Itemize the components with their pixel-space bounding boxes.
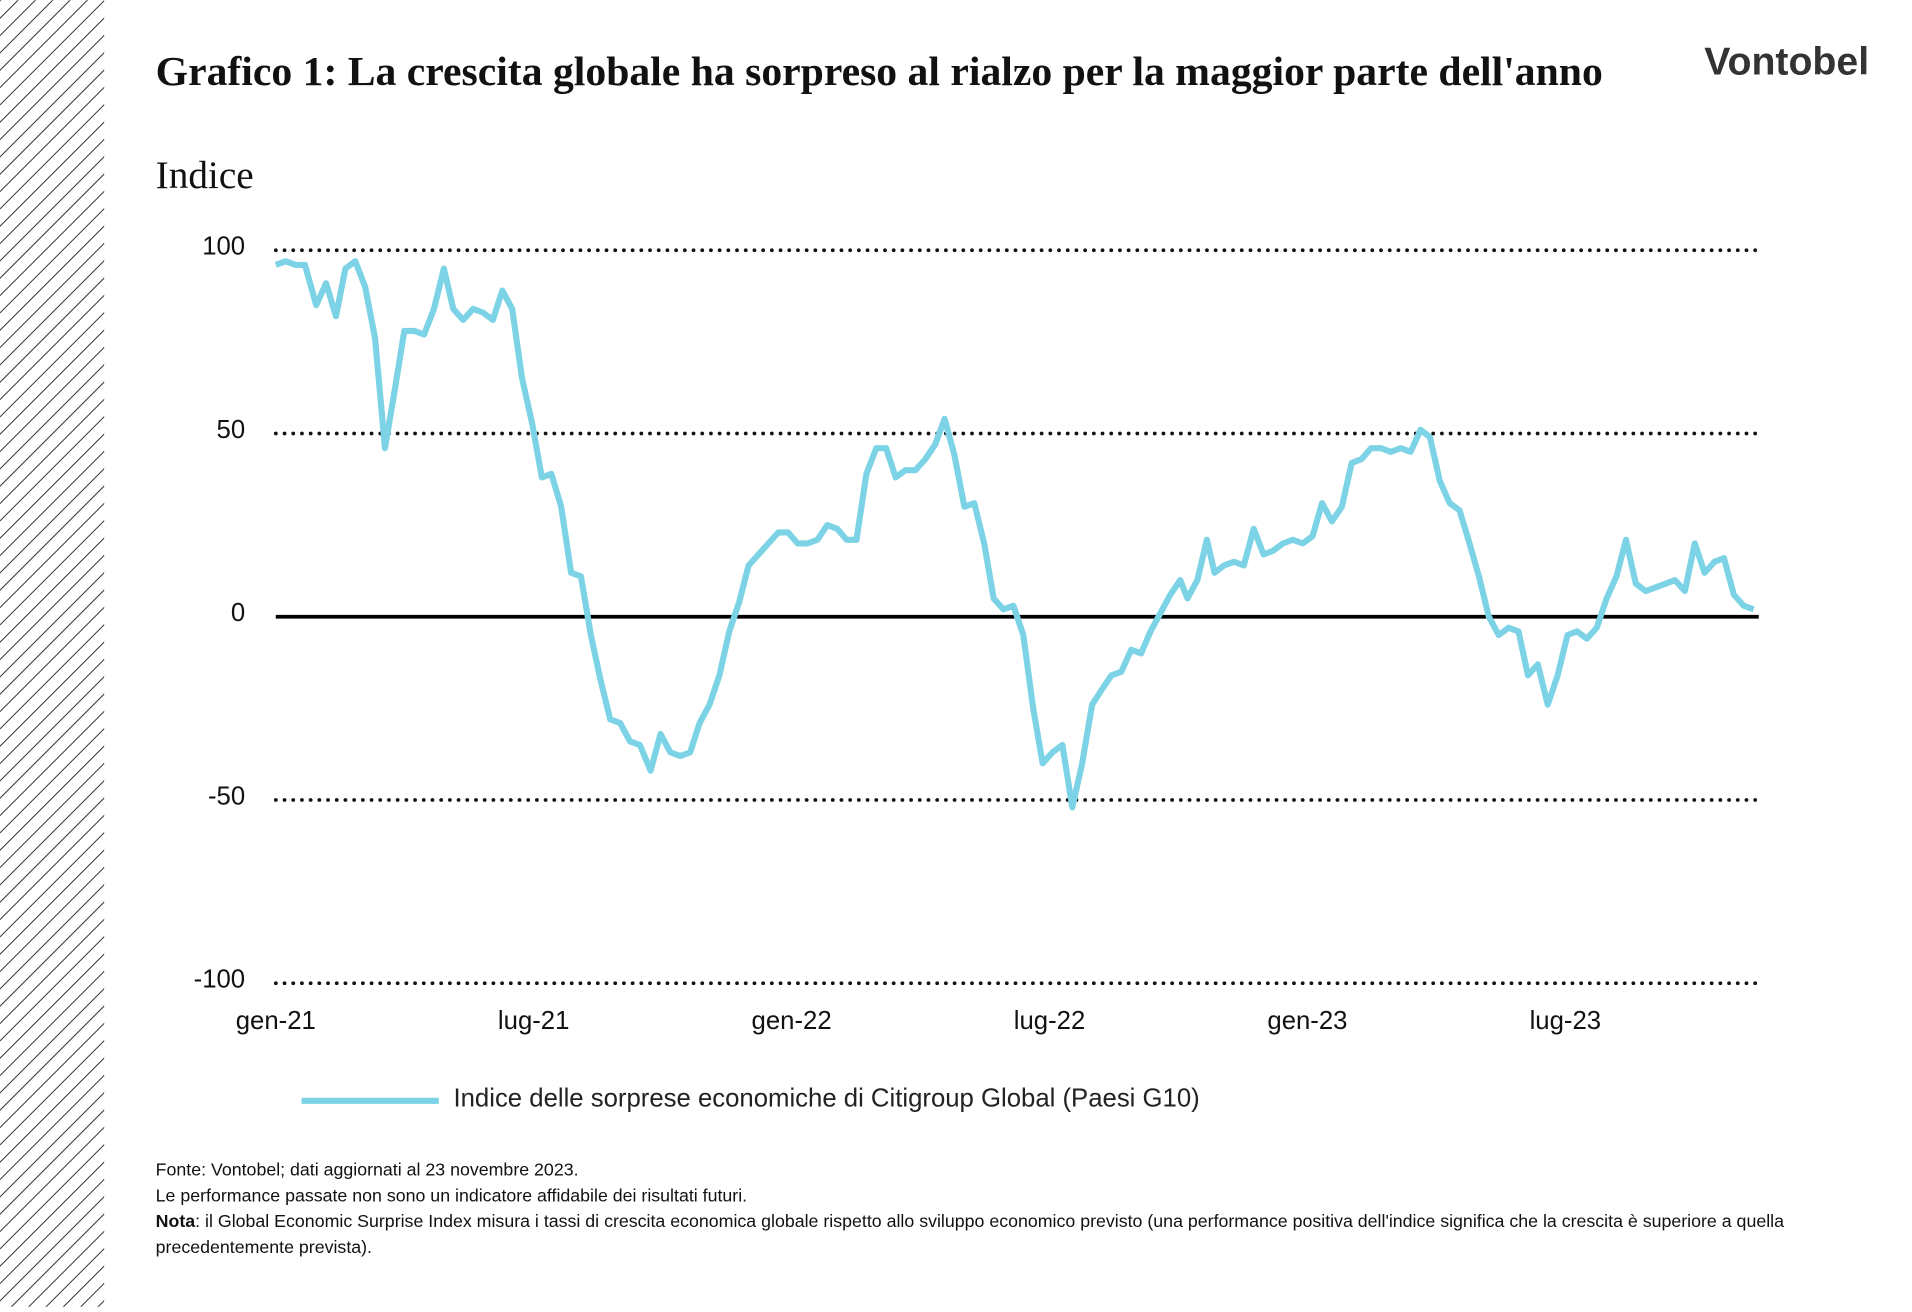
note: Nota: il Global Economic Surprise Index … (156, 1210, 1847, 1261)
y-tick-label: -50 (208, 782, 245, 810)
x-tick-label: lug-23 (1530, 1007, 1601, 1035)
y-tick-label: 100 (202, 233, 245, 261)
footnote-box: Fonte: Vontobel; dati aggiornati al 23 n… (156, 1158, 1847, 1261)
x-tick-label: lug-21 (498, 1007, 570, 1035)
note-label: Nota (155, 1212, 196, 1233)
y-tick-label: 0 (231, 599, 245, 627)
x-tick-label: gen-21 (236, 1007, 316, 1035)
legend-label: Indice delle sorprese economiche di Citi… (453, 1084, 1199, 1112)
footnotes: Fonte: Vontobel; dati aggiornati al 23 n… (156, 1158, 1847, 1261)
data-line (274, 258, 1755, 811)
x-tick-label: lug-22 (1014, 1007, 1085, 1035)
chart-title: Grafico 1: La crescita globale ha sorpre… (155, 49, 1603, 95)
chart-subtitle: Indice (156, 154, 254, 197)
y-tick-label: 50 (217, 416, 246, 444)
footnote: Le performance passate non sono un indic… (155, 1186, 748, 1207)
x-tick-label: gen-22 (752, 1007, 832, 1035)
y-tick-label: -100 (194, 966, 245, 994)
hatch-strip (0, 0, 105, 1307)
x-tick-label: gen-23 (1267, 1007, 1347, 1035)
title-box: Grafico 1: La crescita globale ha sorpre… (155, 49, 1603, 95)
footnote: Fonte: Vontobel; dati aggiornati al 23 n… (155, 1160, 579, 1181)
note-text: : il Global Economic Surprise Index misu… (155, 1212, 1784, 1258)
logo: Vontobel (1704, 39, 1869, 83)
